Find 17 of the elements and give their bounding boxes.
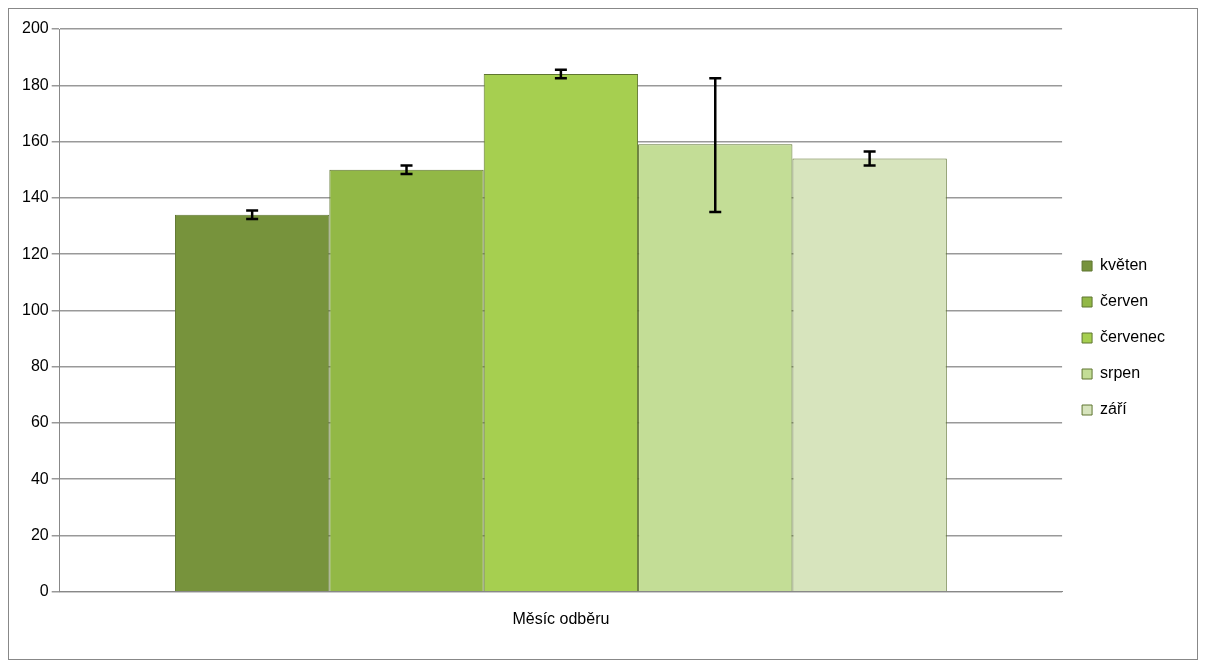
- y-tick-label: 160: [21, 131, 49, 149]
- y-tick-label: 100: [21, 300, 49, 318]
- legend-label: červenec: [1100, 328, 1165, 346]
- y-tick-label: 20: [30, 525, 49, 543]
- legend-label: srpen: [1100, 364, 1141, 382]
- legend-label: květen: [1100, 256, 1148, 274]
- y-tick-label: 120: [21, 244, 49, 262]
- y-tick-label: 0: [39, 582, 49, 600]
- y-tick-label: 180: [21, 75, 49, 93]
- y-tick-label: 40: [30, 469, 49, 487]
- x-tick-label: Měsíc odběru: [512, 609, 610, 627]
- legend-label: září: [1100, 400, 1128, 418]
- y-tick-label: 60: [30, 413, 49, 431]
- y-tick-label: 80: [30, 357, 49, 375]
- y-tick-label: 200: [21, 19, 49, 37]
- y-tick-label: 140: [21, 188, 49, 206]
- legend-label: červen: [1100, 292, 1149, 310]
